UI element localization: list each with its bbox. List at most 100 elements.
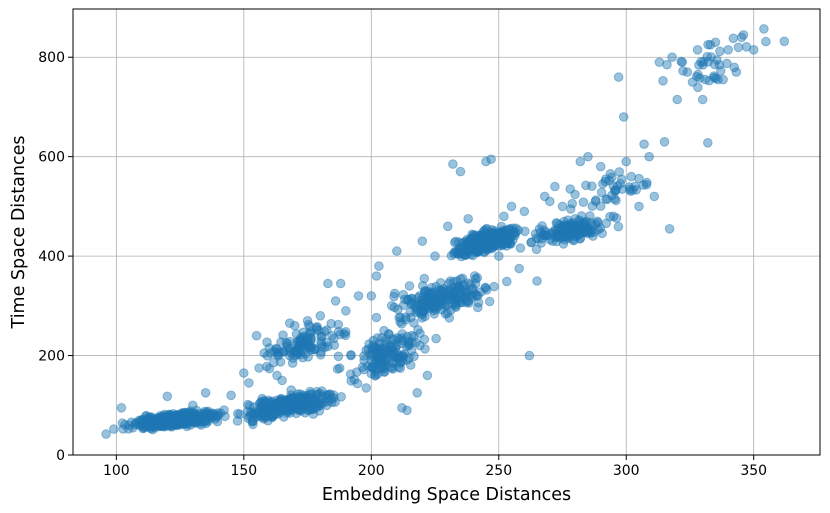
data-point: [291, 329, 302, 339]
data-point: [496, 239, 507, 250]
data-point: [274, 401, 284, 411]
data-point: [165, 414, 176, 425]
data-point: [287, 405, 297, 415]
data-point: [706, 52, 717, 62]
data-point: [485, 231, 496, 241]
data-point: [378, 360, 389, 371]
data-point: [220, 411, 230, 422]
data-point: [595, 201, 606, 211]
data-point: [402, 405, 412, 416]
data-point: [444, 287, 454, 297]
data-point: [393, 352, 403, 363]
data-point: [305, 386, 315, 397]
data-point: [370, 371, 380, 381]
data-point: [402, 331, 413, 342]
data-point: [428, 291, 439, 302]
data-point: [169, 420, 180, 430]
data-point: [328, 390, 339, 400]
data-point: [405, 360, 416, 370]
data-point: [248, 408, 259, 419]
data-point: [275, 399, 286, 409]
data-point: [552, 229, 563, 239]
data-point: [433, 285, 443, 296]
data-point: [151, 416, 161, 427]
data-point: [153, 417, 164, 427]
data-point: [287, 403, 297, 414]
data-point: [200, 417, 210, 427]
data-point: [397, 333, 407, 343]
data-point: [306, 404, 317, 415]
data-point: [372, 369, 383, 379]
data-point: [340, 330, 351, 341]
data-point: [508, 223, 518, 233]
data-point: [291, 346, 301, 357]
data-point: [183, 411, 193, 421]
data-point: [172, 414, 182, 425]
data-point: [450, 247, 460, 257]
data-point: [262, 400, 273, 411]
data-point: [142, 416, 152, 427]
data-point: [194, 414, 204, 425]
data-point: [451, 276, 462, 286]
data-point: [263, 405, 273, 416]
x-tick-label: 250: [485, 463, 512, 479]
data-point: [388, 357, 398, 368]
data-point: [498, 225, 509, 236]
data-point: [159, 414, 169, 424]
data-point: [191, 410, 202, 421]
data-point: [494, 235, 505, 246]
data-point: [326, 393, 337, 404]
data-point: [473, 246, 483, 257]
data-point: [475, 233, 485, 244]
data-point: [170, 416, 181, 426]
data-point: [295, 400, 306, 411]
data-point: [479, 234, 489, 244]
data-point: [174, 414, 184, 424]
data-point: [578, 218, 589, 229]
data-point: [427, 290, 438, 300]
data-point: [243, 399, 253, 410]
data-point: [469, 243, 479, 253]
data-point: [446, 285, 456, 296]
data-point: [327, 331, 337, 341]
data-point: [367, 361, 377, 372]
data-point: [288, 392, 299, 403]
data-point: [322, 325, 332, 335]
data-point: [290, 401, 300, 411]
data-point: [515, 243, 526, 253]
data-point: [442, 300, 453, 311]
data-point: [178, 417, 188, 427]
data-point: [156, 421, 166, 431]
data-point: [444, 313, 455, 323]
data-point: [566, 230, 576, 240]
data-point: [476, 230, 487, 241]
data-point: [693, 69, 703, 80]
data-point: [307, 404, 318, 415]
data-point: [570, 214, 581, 224]
data-point: [425, 300, 436, 311]
data-point: [262, 406, 273, 416]
data-point: [524, 350, 535, 361]
data-point: [475, 243, 486, 253]
data-point: [262, 337, 272, 348]
data-point: [163, 417, 173, 427]
data-point: [151, 417, 162, 427]
data-point: [483, 235, 493, 245]
data-point: [363, 344, 374, 354]
data-point: [538, 230, 548, 240]
data-point: [389, 302, 400, 313]
data-point: [465, 279, 476, 290]
data-point: [292, 389, 303, 399]
data-point: [580, 227, 591, 237]
data-point: [482, 233, 493, 243]
data-point: [397, 354, 407, 364]
data-point: [198, 413, 208, 424]
data-point: [160, 421, 170, 432]
data-point: [158, 415, 168, 425]
data-point: [292, 337, 302, 347]
data-point: [367, 362, 377, 373]
data-point: [169, 411, 179, 422]
data-point: [499, 236, 509, 246]
data-point: [432, 289, 443, 300]
data-point: [302, 333, 313, 343]
